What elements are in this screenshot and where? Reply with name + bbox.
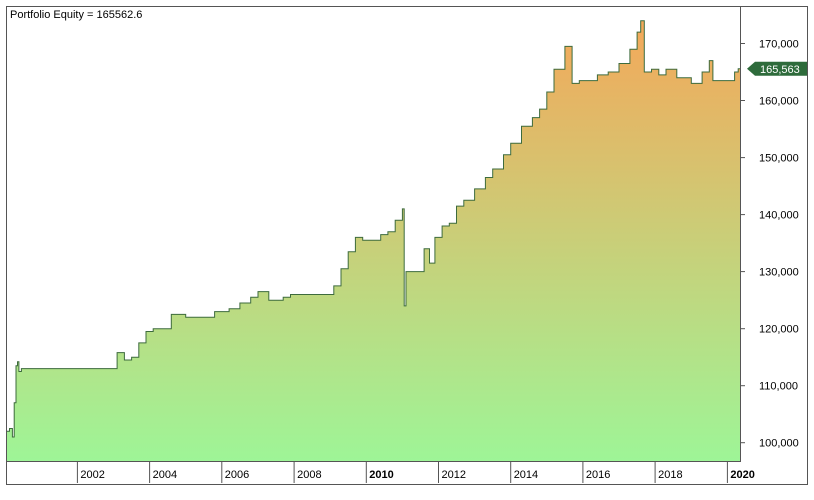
last-value-label: 165,563 bbox=[760, 64, 800, 76]
equity-line bbox=[7, 20, 740, 438]
y-tick-label: 170,000 bbox=[759, 39, 799, 51]
last-value-marker: 165,563 bbox=[747, 61, 807, 76]
x-tick-label: 2008 bbox=[297, 469, 321, 481]
chart-title: Portfolio Equity = 165562.6 bbox=[10, 9, 142, 21]
last-value-badge bbox=[747, 61, 807, 76]
x-tick-label: 2012 bbox=[442, 469, 466, 481]
y-tick-label: 130,000 bbox=[759, 267, 799, 279]
y-axis: 100,000 110,000 120,000 130,000 140,000 150,0… bbox=[740, 39, 799, 450]
y-tick-label: 160,000 bbox=[759, 96, 799, 108]
x-tick-label: 2010 bbox=[369, 469, 393, 481]
x-tick-label: 2018 bbox=[658, 469, 682, 481]
x-tick-label: 2016 bbox=[586, 469, 610, 481]
x-axis: 2002 2004 2006 2008 2010 2012 2014 2016 2018 2020 bbox=[76, 461, 755, 483]
plot-area bbox=[7, 20, 740, 461]
y-tick-label: 140,000 bbox=[759, 210, 799, 222]
y-tick-label: 100,000 bbox=[759, 438, 799, 450]
equity-area bbox=[7, 20, 740, 461]
y-tick-label: 120,000 bbox=[759, 324, 799, 336]
x-tick-label: 2006 bbox=[225, 469, 249, 481]
x-tick-label: 2002 bbox=[80, 469, 104, 481]
y-tick-label: 150,000 bbox=[759, 153, 799, 165]
x-tick-label: 2014 bbox=[514, 469, 538, 481]
y-tick-label: 110,000 bbox=[759, 381, 798, 393]
x-tick-label: 2020 bbox=[730, 469, 754, 481]
x-tick-label: 2004 bbox=[153, 469, 177, 481]
